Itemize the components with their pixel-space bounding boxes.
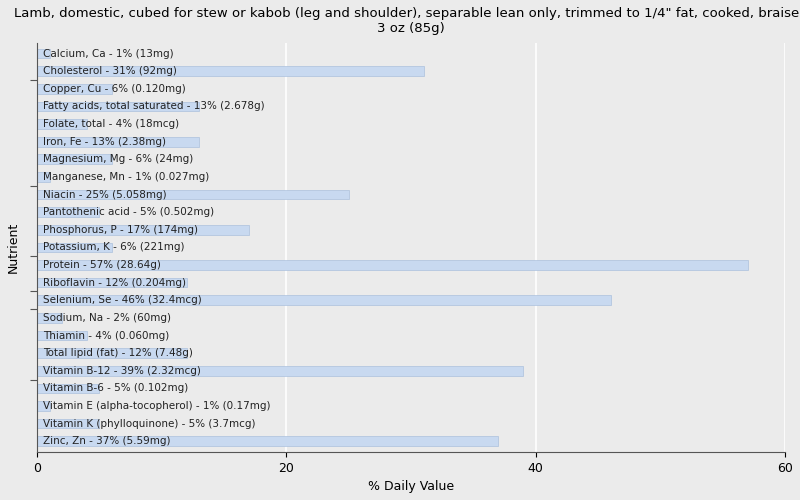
Bar: [37, 172, 50, 182]
Text: Copper, Cu - 6% (0.120mg): Copper, Cu - 6% (0.120mg): [43, 84, 186, 94]
Bar: [37, 66, 424, 76]
Text: Fatty acids, total saturated - 13% (2.678g): Fatty acids, total saturated - 13% (2.67…: [43, 102, 265, 112]
Bar: [37, 137, 199, 146]
Bar: [37, 102, 199, 112]
Text: Thiamin - 4% (0.060mg): Thiamin - 4% (0.060mg): [43, 330, 170, 340]
Bar: [37, 120, 87, 129]
Text: Riboflavin - 12% (0.204mg): Riboflavin - 12% (0.204mg): [43, 278, 186, 287]
Text: Manganese, Mn - 1% (0.027mg): Manganese, Mn - 1% (0.027mg): [43, 172, 210, 182]
Bar: [37, 154, 112, 164]
Text: Protein - 57% (28.64g): Protein - 57% (28.64g): [43, 260, 162, 270]
Bar: [37, 348, 186, 358]
Text: Vitamin E (alpha-tocopherol) - 1% (0.17mg): Vitamin E (alpha-tocopherol) - 1% (0.17m…: [43, 401, 271, 411]
Bar: [37, 49, 50, 58]
Text: Selenium, Se - 46% (32.4mcg): Selenium, Se - 46% (32.4mcg): [43, 296, 202, 306]
Text: Niacin - 25% (5.058mg): Niacin - 25% (5.058mg): [43, 190, 167, 200]
Text: Zinc, Zn - 37% (5.59mg): Zinc, Zn - 37% (5.59mg): [43, 436, 171, 446]
Text: Magnesium, Mg - 6% (24mg): Magnesium, Mg - 6% (24mg): [43, 154, 194, 164]
Bar: [37, 384, 99, 393]
Bar: [37, 436, 498, 446]
Text: Total lipid (fat) - 12% (7.48g): Total lipid (fat) - 12% (7.48g): [43, 348, 194, 358]
Bar: [37, 278, 186, 287]
Text: Phosphorus, P - 17% (174mg): Phosphorus, P - 17% (174mg): [43, 225, 198, 235]
Text: Vitamin B-6 - 5% (0.102mg): Vitamin B-6 - 5% (0.102mg): [43, 384, 189, 394]
Text: Folate, total - 4% (18mcg): Folate, total - 4% (18mcg): [43, 119, 179, 129]
Bar: [37, 260, 748, 270]
Text: Vitamin K (phylloquinone) - 5% (3.7mcg): Vitamin K (phylloquinone) - 5% (3.7mcg): [43, 418, 256, 428]
Text: Sodium, Na - 2% (60mg): Sodium, Na - 2% (60mg): [43, 313, 171, 323]
Bar: [37, 190, 349, 200]
Bar: [37, 296, 610, 305]
Text: Calcium, Ca - 1% (13mg): Calcium, Ca - 1% (13mg): [43, 48, 174, 58]
Bar: [37, 242, 112, 252]
Bar: [37, 225, 249, 234]
Bar: [37, 208, 99, 217]
Bar: [37, 313, 62, 322]
Bar: [37, 418, 99, 428]
Text: Iron, Fe - 13% (2.38mg): Iron, Fe - 13% (2.38mg): [43, 136, 166, 146]
Bar: [37, 366, 523, 376]
Text: Cholesterol - 31% (92mg): Cholesterol - 31% (92mg): [43, 66, 178, 76]
Y-axis label: Nutrient: Nutrient: [7, 222, 20, 273]
Text: Vitamin B-12 - 39% (2.32mcg): Vitamin B-12 - 39% (2.32mcg): [43, 366, 202, 376]
Text: Pantothenic acid - 5% (0.502mg): Pantothenic acid - 5% (0.502mg): [43, 207, 214, 217]
Bar: [37, 401, 50, 411]
Bar: [37, 330, 87, 340]
Bar: [37, 84, 112, 94]
Title: Lamb, domestic, cubed for stew or kabob (leg and shoulder), separable lean only,: Lamb, domestic, cubed for stew or kabob …: [14, 7, 800, 35]
Text: Potassium, K - 6% (221mg): Potassium, K - 6% (221mg): [43, 242, 185, 252]
X-axis label: % Daily Value: % Daily Value: [368, 480, 454, 493]
